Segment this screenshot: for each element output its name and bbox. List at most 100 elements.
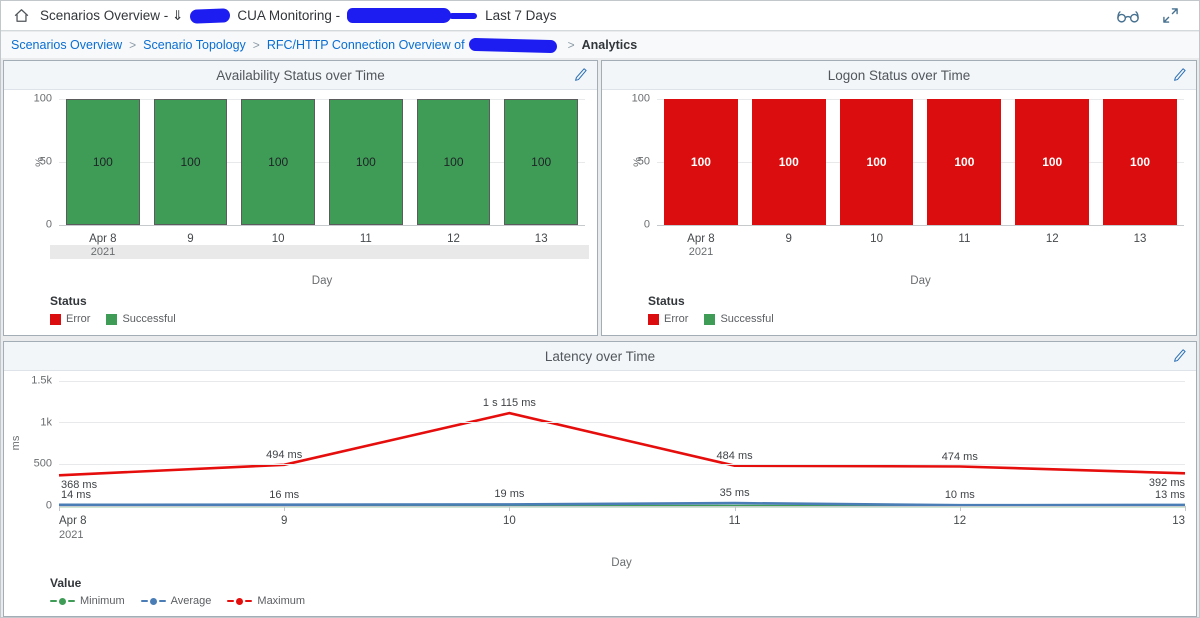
bar-successful[interactable]: 100 <box>66 99 140 225</box>
bar-error[interactable]: 100 <box>1015 99 1090 225</box>
x-axis-title: Day <box>910 275 931 287</box>
legend-label: Maximum <box>257 595 306 607</box>
legend-item-maximum[interactable]: Maximum <box>227 595 305 607</box>
breadcrumb-scenarios-overview[interactable]: Scenarios Overview <box>11 38 123 52</box>
x-axis-label: Apr 8 <box>89 233 117 245</box>
glasses-icon[interactable] <box>1116 7 1140 24</box>
bar-successful[interactable]: 100 <box>153 99 228 225</box>
breadcrumb-separator: > <box>129 38 137 52</box>
marker-dash <box>227 599 235 603</box>
bar-value-label: 100 <box>690 155 711 169</box>
chart-area: 0 500 1k 1.5k ms 14 ms 16 ms 19 ms 35 ms 10 ms 1… <box>4 371 1196 617</box>
bar-successful[interactable]: 100 <box>416 99 491 225</box>
x-axis: Apr 8 9 10 11 12 13 <box>657 233 1184 245</box>
bar-error[interactable]: 100 <box>1103 99 1177 225</box>
x-axis-title: Day <box>611 557 632 569</box>
data-label: 1 s 115 ms <box>482 397 536 410</box>
legend-item-error[interactable]: Error <box>648 313 688 325</box>
legend-label: Minimum <box>80 595 125 607</box>
gridline <box>59 98 585 100</box>
x-axis-label: 12 <box>1045 233 1059 245</box>
gridline <box>59 380 1185 382</box>
edit-icon[interactable] <box>573 67 588 82</box>
panel-header: Availability Status over Time <box>4 61 597 90</box>
edit-icon[interactable] <box>1172 67 1187 82</box>
breadcrumb-scenario-topology[interactable]: Scenario Topology <box>143 38 246 52</box>
breadcrumb-connection-overview[interactable]: RFC/HTTP Connection Overview of <box>266 38 465 52</box>
legend-item-minimum[interactable]: Minimum <box>50 595 125 607</box>
bar-error[interactable]: 100 <box>927 99 1002 225</box>
home-icon[interactable] <box>13 7 30 24</box>
y-axis-title: % <box>34 157 46 167</box>
legend-item-error[interactable]: Error <box>50 313 90 325</box>
marker-dash <box>245 599 253 603</box>
marker-dash <box>158 599 166 603</box>
x-axis-year-label: 2021 <box>688 246 714 258</box>
data-label: 16 ms <box>269 488 300 501</box>
bar-slot: 100 <box>59 99 147 225</box>
bar-value-label: 100 <box>268 155 289 169</box>
legend-item-successful[interactable]: Successful <box>704 313 774 325</box>
legend-label: Successful <box>720 313 774 325</box>
gridline <box>657 161 1184 163</box>
legend-item-average[interactable]: Average <box>140 595 211 607</box>
bar-slot: 100 <box>410 99 498 225</box>
redacted-system-name <box>190 7 231 24</box>
chart-area: 0 50 100 % 100 100 100 100 100 100 Apr 8 9 10 11 12… <box>602 90 1196 336</box>
bar-successful[interactable]: 100 <box>504 99 579 225</box>
legend-item-successful[interactable]: Successful <box>106 313 176 325</box>
bar-value-label: 100 <box>443 155 464 169</box>
legend: Status Error Successful <box>648 294 774 325</box>
marker-dash <box>68 599 75 603</box>
data-label: 35 ms <box>719 487 750 500</box>
marker-dash <box>140 599 148 603</box>
x-axis-tick <box>1185 506 1186 511</box>
bar-error[interactable]: 100 <box>839 99 914 225</box>
data-label: 484 ms <box>716 449 753 462</box>
bar-successful[interactable]: 100 <box>241 99 316 225</box>
y-axis: 0 500 1k 1.5k <box>4 375 52 511</box>
bar-slot: 100 <box>1008 99 1096 225</box>
legend-title: Value <box>50 576 82 590</box>
gridline <box>657 98 1184 100</box>
x-axis-label: 13 <box>1133 233 1147 245</box>
gridline <box>59 161 585 163</box>
panel-header: Logon Status over Time <box>602 61 1196 90</box>
bar-slot: 100 <box>147 99 235 225</box>
bar-value-label: 100 <box>92 155 113 169</box>
x-axis-tick <box>59 506 60 511</box>
bars-row: 100 100 100 100 100 100 <box>59 99 585 225</box>
legend: Value Minimum Average Maximum <box>50 576 305 607</box>
legend-marker <box>50 597 75 605</box>
bar-value-label: 100 <box>954 155 975 169</box>
legend-swatch <box>648 313 659 325</box>
x-axis-label: 11 <box>728 515 741 527</box>
x-axis-label: 10 <box>870 233 883 245</box>
gridline <box>59 463 1185 465</box>
plot-area: 100 100 100 100 100 100 <box>59 98 585 226</box>
marker-dot <box>149 597 157 605</box>
legend-marker <box>140 597 166 605</box>
series-line-maximum[interactable] <box>58 411 1186 477</box>
line-chart-canvas <box>58 411 1186 508</box>
bars-row: 100 100 100 100 100 100 <box>657 99 1184 225</box>
expand-icon[interactable] <box>1162 7 1179 24</box>
bar-value-label: 100 <box>1130 155 1151 169</box>
bar-error[interactable]: 100 <box>751 99 826 225</box>
panel-availability-status: Availability Status over Time 0 50 100 % 1… <box>3 60 598 336</box>
legend-label: Error <box>66 313 91 325</box>
time-scroll-band[interactable] <box>50 245 589 259</box>
series-line-average[interactable] <box>58 501 1186 507</box>
bar-error[interactable]: 100 <box>664 99 738 225</box>
redacted-connection-name <box>468 37 557 53</box>
data-label: 474 ms <box>941 450 978 463</box>
plot-area: 14 ms 16 ms 19 ms 35 ms 10 ms 13 ms 368 ms 494 … <box>58 380 1186 511</box>
y-axis: 0 50 100 <box>602 93 650 230</box>
bar-value-label: 100 <box>866 155 887 169</box>
x-axis-tick <box>734 506 736 511</box>
y-axis: 0 50 100 <box>4 93 52 230</box>
edit-icon[interactable] <box>1172 348 1187 363</box>
data-label: 10 ms <box>944 489 975 502</box>
panel-title: Latency over Time <box>544 348 656 364</box>
bar-successful[interactable]: 100 <box>329 99 403 225</box>
